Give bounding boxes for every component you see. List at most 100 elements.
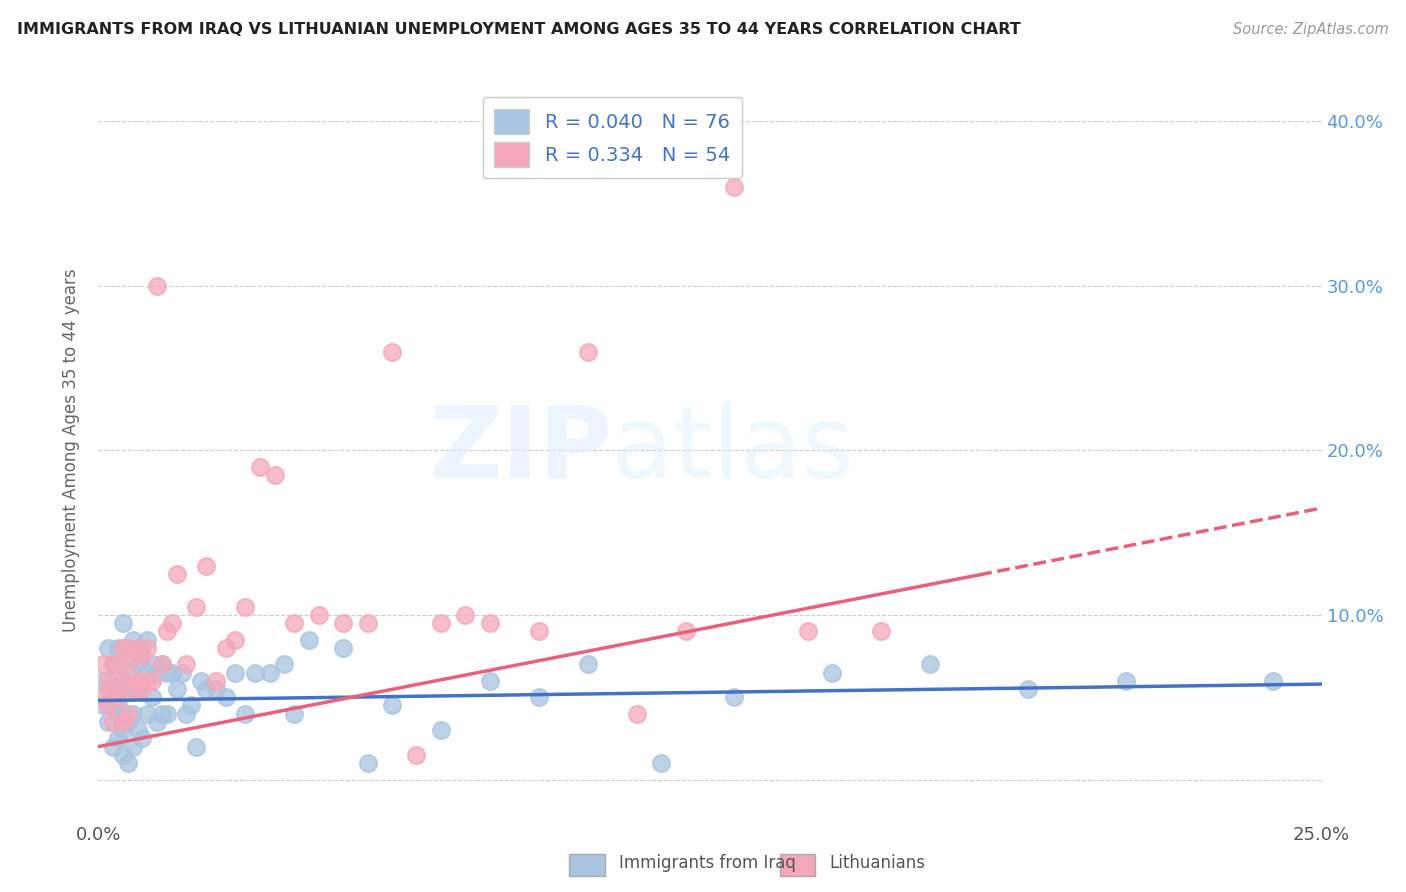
Point [190,673,212,688]
Point [101,739,124,754]
Point [121,681,143,696]
Point [97,640,120,655]
Point [117,756,139,770]
Point [797,624,820,639]
Point [233,599,256,614]
Point [576,344,599,359]
Point [101,681,124,696]
Point [150,706,173,721]
Point [107,731,129,746]
Point [117,681,139,696]
Point [111,616,134,631]
Point [478,673,501,688]
Point [91,690,114,705]
Point [527,624,550,639]
Point [111,673,134,688]
Point [107,698,129,713]
Point [146,279,169,293]
Point [176,706,198,721]
Text: ZIP: ZIP [429,402,612,499]
Point [127,657,149,672]
Point [224,632,246,647]
Text: Immigrants from Iraq: Immigrants from Iraq [619,855,796,872]
Point [111,640,134,655]
Point [127,640,149,655]
Point [332,616,354,631]
Point [283,706,305,721]
Point [136,632,159,647]
Point [381,698,404,713]
Point [650,756,672,770]
Point [107,657,129,672]
Point [107,690,129,705]
Point [101,690,124,705]
Point [205,681,228,696]
Point [1115,673,1137,688]
Point [121,665,143,680]
Point [214,640,236,655]
Point [381,344,404,359]
Point [150,657,173,672]
Point [101,657,124,672]
Point [166,566,188,581]
Point [186,599,208,614]
Point [430,616,453,631]
Point [870,624,893,639]
Point [141,673,163,688]
Legend: R = 0.040   N = 76, R = 0.334   N = 54: R = 0.040 N = 76, R = 0.334 N = 54 [482,97,742,178]
Point [91,673,114,688]
Point [224,665,246,680]
Point [91,657,114,672]
Point [101,698,124,713]
Text: IMMIGRANTS FROM IRAQ VS LITHUANIAN UNEMPLOYMENT AMONG AGES 35 TO 44 YEARS CORREL: IMMIGRANTS FROM IRAQ VS LITHUANIAN UNEMP… [17,22,1021,37]
Point [111,747,134,762]
Point [111,714,134,729]
Point [91,698,114,713]
Point [1261,673,1284,688]
Point [121,739,143,754]
Point [478,616,501,631]
Point [249,459,271,474]
Point [121,632,143,647]
Point [576,657,599,672]
Point [180,698,202,713]
Point [131,649,153,664]
Point [107,665,129,680]
Point [101,714,124,729]
Point [117,665,139,680]
Point [131,681,153,696]
Point [160,616,183,631]
Point [723,690,745,705]
Point [141,690,163,705]
Point [821,665,844,680]
Point [273,657,295,672]
Point [356,756,378,770]
Point [156,706,179,721]
Point [127,673,149,688]
Point [259,665,281,680]
Point [920,657,942,672]
Point [111,723,134,738]
Point [626,706,648,721]
Point [332,640,354,655]
Point [131,681,153,696]
Point [136,673,159,688]
Point [283,616,305,631]
Point [146,665,169,680]
Point [214,690,236,705]
Point [723,180,745,194]
Point [233,706,256,721]
Y-axis label: Unemployment Among Ages 35 to 44 years: Unemployment Among Ages 35 to 44 years [62,268,80,632]
Point [150,657,173,672]
Point [127,723,149,738]
Point [166,681,188,696]
Point [156,624,179,639]
Point [111,681,134,696]
Text: atlas: atlas [612,402,853,499]
Point [127,640,149,655]
Point [405,747,427,762]
Point [136,640,159,655]
Point [675,624,697,639]
Point [117,649,139,664]
Point [136,665,159,680]
